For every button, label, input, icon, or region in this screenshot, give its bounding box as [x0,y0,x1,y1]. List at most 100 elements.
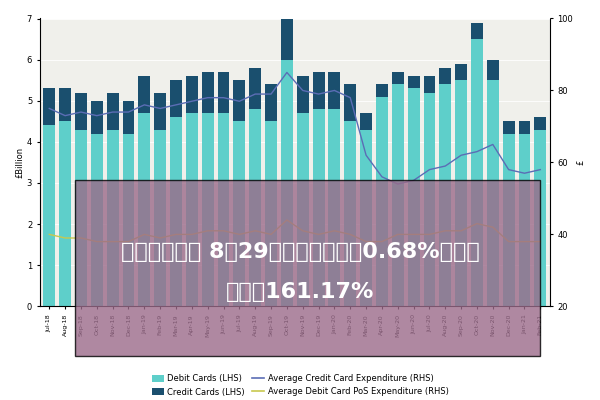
Average Credit Card Expenditure (RHS) [379,174,386,179]
Bar [471,39,483,306]
Y-axis label: £: £ [576,160,585,165]
Average Credit Card Expenditure (RHS) [157,106,164,111]
Bar [43,126,55,306]
Bar [328,109,340,306]
Bar [360,130,372,306]
Bar [297,113,308,306]
Average Debit Card PoS Expenditure (RHS) [125,239,132,244]
Average Credit Card Expenditure (RHS) [458,153,465,158]
Average Debit Card PoS Expenditure (RHS) [426,232,433,237]
Average Debit Card PoS Expenditure (RHS) [442,228,449,233]
Bar [535,117,546,130]
Bar [487,60,499,80]
Average Debit Card PoS Expenditure (RHS) [188,232,196,237]
Average Debit Card PoS Expenditure (RHS) [537,239,544,244]
Bar [344,121,356,306]
Average Debit Card PoS Expenditure (RHS) [315,232,322,237]
Y-axis label: £Billion: £Billion [15,147,24,178]
Bar [265,84,277,121]
Bar [281,18,293,60]
Average Credit Card Expenditure (RHS) [331,88,338,93]
Bar [503,121,515,134]
Bar [202,113,214,306]
Average Credit Card Expenditure (RHS) [283,70,290,75]
Average Credit Card Expenditure (RHS) [362,153,370,158]
Average Debit Card PoS Expenditure (RHS) [505,239,512,244]
Bar [170,80,182,117]
Average Credit Card Expenditure (RHS) [537,167,544,172]
Average Debit Card PoS Expenditure (RHS) [236,232,243,237]
Average Debit Card PoS Expenditure (RHS) [141,232,148,237]
Average Credit Card Expenditure (RHS) [489,142,496,147]
Bar [249,68,261,109]
Average Credit Card Expenditure (RHS) [315,92,322,96]
Bar [265,121,277,306]
Average Credit Card Expenditure (RHS) [394,182,401,186]
Bar [75,130,87,306]
Bar [186,113,198,306]
Average Credit Card Expenditure (RHS) [505,167,512,172]
Bar [503,134,515,306]
Bar [139,113,150,306]
Bar [107,130,119,306]
Bar [518,134,530,306]
Bar [471,23,483,39]
Text: 股票单向杠杆 8月29日游族转债上涨0.68%，转股: 股票单向杠杆 8月29日游族转债上涨0.68%，转股 [121,242,479,262]
Bar [455,64,467,80]
Bar [439,84,451,306]
Average Debit Card PoS Expenditure (RHS) [77,236,85,240]
Bar [439,68,451,84]
Bar [313,72,325,109]
Average Credit Card Expenditure (RHS) [473,149,481,154]
Bar [344,84,356,121]
Average Debit Card PoS Expenditure (RHS) [347,232,354,237]
Bar [518,121,530,134]
Average Credit Card Expenditure (RHS) [299,88,307,93]
Average Debit Card PoS Expenditure (RHS) [62,236,69,240]
Bar [297,76,308,113]
Average Credit Card Expenditure (RHS) [172,102,179,107]
Bar [75,92,87,130]
Average Credit Card Expenditure (RHS) [62,113,69,118]
Bar [424,76,436,92]
Average Credit Card Expenditure (RHS) [410,178,417,183]
Average Debit Card PoS Expenditure (RHS) [458,228,465,233]
Bar [59,121,71,306]
Bar [91,134,103,306]
Average Credit Card Expenditure (RHS) [268,92,275,96]
Bar [313,109,325,306]
Bar [154,92,166,130]
Bar [407,88,419,306]
Bar [376,84,388,97]
Bar [249,109,261,306]
Bar [170,117,182,306]
Bar [233,121,245,306]
Average Debit Card PoS Expenditure (RHS) [93,239,100,244]
Average Credit Card Expenditure (RHS) [442,164,449,168]
Average Credit Card Expenditure (RHS) [46,106,53,111]
Bar [487,80,499,306]
Average Debit Card PoS Expenditure (RHS) [268,232,275,237]
Average Credit Card Expenditure (RHS) [109,110,116,114]
Bar [218,113,229,306]
Average Debit Card PoS Expenditure (RHS) [220,228,227,233]
Average Debit Card PoS Expenditure (RHS) [410,232,417,237]
Average Debit Card PoS Expenditure (RHS) [157,236,164,240]
Average Credit Card Expenditure (RHS) [521,171,528,176]
Average Debit Card PoS Expenditure (RHS) [172,232,179,237]
Average Debit Card PoS Expenditure (RHS) [362,239,370,244]
Average Debit Card PoS Expenditure (RHS) [331,228,338,233]
Average Credit Card Expenditure (RHS) [188,99,196,104]
Average Debit Card PoS Expenditure (RHS) [394,232,401,237]
Bar [122,134,134,306]
Bar [392,84,404,306]
Average Credit Card Expenditure (RHS) [251,92,259,96]
Average Credit Card Expenditure (RHS) [77,110,85,114]
Average Credit Card Expenditure (RHS) [125,110,132,114]
Average Debit Card PoS Expenditure (RHS) [46,232,53,237]
Text: 溢价率161.17%: 溢价率161.17% [226,282,374,302]
Bar [43,88,55,126]
Bar [186,76,198,113]
Average Debit Card PoS Expenditure (RHS) [473,221,481,226]
Bar [202,72,214,113]
